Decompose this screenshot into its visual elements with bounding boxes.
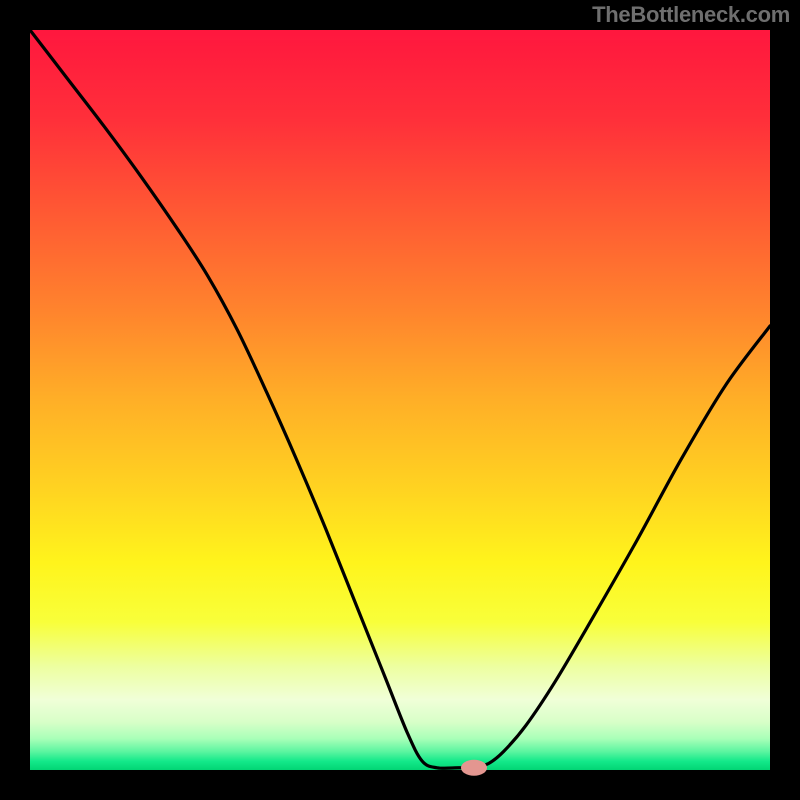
bottleneck-chart (0, 0, 800, 800)
plot-background (30, 30, 770, 770)
chart-container: TheBottleneck.com (0, 0, 800, 800)
watermark-text: TheBottleneck.com (592, 2, 790, 28)
optimum-marker (461, 760, 487, 776)
